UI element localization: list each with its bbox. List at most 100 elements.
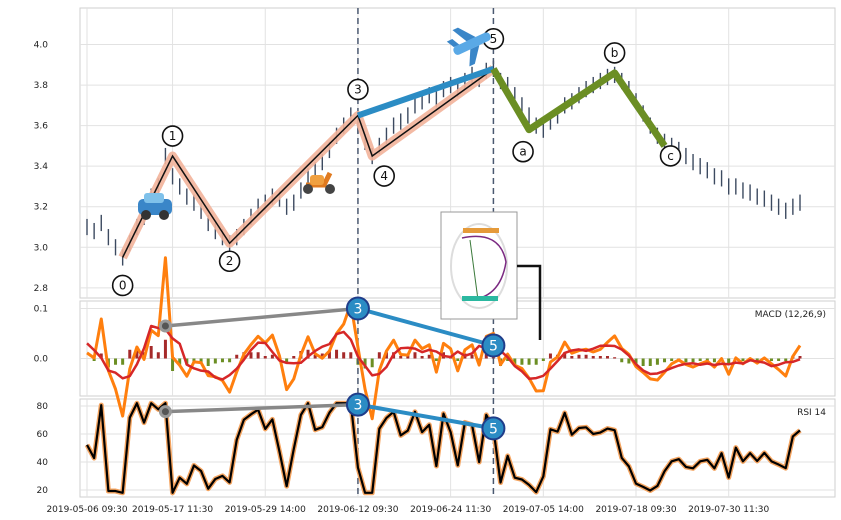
macd-histogram-bar [121, 358, 125, 365]
macd-histogram-bar [548, 353, 552, 359]
macd-histogram-bar [670, 358, 674, 361]
macd-histogram-bar [691, 358, 695, 363]
macd-histogram-bar [92, 358, 96, 361]
macd-histogram-bar [598, 356, 602, 359]
x-tick-label: 2019-07-30 11:30 [688, 505, 769, 515]
macd-histogram-bar [285, 358, 289, 364]
macd-divergence-label: 3 [353, 302, 362, 318]
macd-histogram-bar [178, 358, 182, 365]
macd-histogram-bar [663, 358, 667, 363]
y-tick-label: 3.0 [34, 243, 49, 253]
rsi-reference-point [158, 405, 172, 419]
wave-label-c-circle [659, 145, 682, 167]
macd-histogram-bar [698, 358, 702, 361]
macd-histogram-bar [163, 339, 167, 359]
macd-histogram-bar [534, 358, 538, 365]
wave-label-1-circle [161, 125, 184, 147]
macd-histogram-bar [192, 358, 196, 363]
macd-histogram-bar [349, 352, 353, 359]
wave-label-b: b [611, 46, 619, 60]
macd-histogram-bar [434, 358, 438, 361]
macd-histogram-bar [684, 358, 688, 363]
wave-label-4-circle [373, 165, 396, 187]
macd-histogram-bar [114, 358, 118, 365]
macd-histogram-bar [313, 354, 317, 359]
rsi-divergence-label: 5 [489, 421, 498, 437]
macd-histogram-bar [171, 358, 175, 371]
x-tick-label: 2019-06-12 09:30 [317, 505, 398, 515]
macd-histogram-bar [456, 358, 460, 361]
y-tick-label: 60 [37, 430, 49, 440]
y-tick-label: 20 [37, 486, 49, 496]
macd-histogram-bar [570, 356, 574, 359]
x-tick-label: 2019-06-24 11:30 [410, 505, 491, 515]
car-icon [138, 193, 172, 220]
wave-label-1: 1 [169, 129, 177, 143]
macd-histogram-bar [798, 356, 802, 359]
y-tick-label: 3.6 [34, 122, 49, 132]
y-tick-label: 4.0 [34, 41, 49, 51]
macd-histogram-bar [784, 358, 788, 361]
macd-divergence-point [345, 296, 370, 321]
macd-histogram-bar [213, 358, 217, 364]
y-tick-label: 3.8 [34, 81, 49, 91]
y-tick-label: 80 [37, 402, 49, 412]
rsi-reference-line [165, 402, 359, 414]
macd-histogram-bar [613, 357, 617, 359]
signal-line [86, 324, 801, 381]
x-tick-label: 2019-05-29 14:00 [225, 505, 306, 515]
y-tick-label: 40 [37, 458, 49, 468]
scooter-icon [303, 171, 335, 194]
macd-histogram-bar [641, 358, 645, 366]
macd-histogram-bar [577, 354, 581, 359]
rsi-divergence-point [481, 416, 506, 441]
macd-histogram-bar [769, 358, 773, 361]
macd-histogram-bar [263, 356, 267, 359]
macd-histogram-bar [755, 358, 759, 361]
rsi-line [86, 402, 801, 494]
y-tick-label: 0.0 [34, 355, 49, 365]
wave-label-a-circle [512, 140, 534, 163]
rsi-divergence-line [357, 402, 494, 431]
macd-histogram-bar [199, 358, 203, 364]
macd-histogram-bar [520, 358, 524, 365]
macd-histogram-bar [256, 352, 260, 359]
macd-histogram-bar [541, 358, 545, 361]
macd-histogram-bar [712, 358, 716, 363]
macd-histogram-bar [377, 352, 381, 359]
macd-divergence-point [481, 333, 506, 358]
macd-histogram-bar [270, 354, 274, 359]
macd-histogram-bar [249, 352, 253, 359]
macd-reference-line [165, 306, 359, 328]
macd-histogram-bar [584, 354, 588, 359]
macd-histogram-bar [235, 354, 239, 359]
macd-histogram-bar [506, 358, 510, 361]
rsi-divergence-label: 3 [353, 398, 362, 414]
wave-label-2-circle [218, 250, 241, 273]
macd-histogram-bar [627, 358, 631, 364]
macd-histogram-bar [484, 353, 488, 359]
macd-title: MACD (12,26,9) [755, 310, 826, 320]
macd-histogram-bar [777, 358, 781, 361]
rsi-title: RSI 14 [797, 408, 826, 418]
y-tick-label: 3.2 [34, 203, 48, 213]
macd-panel: 0.1 0.0 MACD (12,26,9) [34, 300, 836, 397]
macd-histogram-bar [335, 349, 339, 359]
macd-histogram-bar [220, 358, 224, 363]
y-tick-label: 0.1 [34, 305, 48, 315]
macd-histogram-bar [228, 358, 232, 363]
y-tick-label: 2.8 [34, 284, 49, 294]
macd-histogram-bar [306, 349, 310, 359]
macd-histogram-bar [655, 358, 659, 365]
macd-histogram-bar [370, 358, 374, 368]
macd-histogram-bar [648, 358, 652, 366]
macd-histogram-bar [156, 352, 160, 359]
macd-histogram-bar [513, 358, 517, 365]
wave-label-0-circle [111, 274, 134, 297]
wave-label-5: 5 [490, 32, 498, 46]
wave-label-4: 4 [380, 169, 388, 183]
x-tick-label: 2019-05-06 09:30 [46, 505, 127, 515]
macd-histogram-bar [420, 356, 424, 359]
macd-histogram-bar [399, 356, 403, 359]
